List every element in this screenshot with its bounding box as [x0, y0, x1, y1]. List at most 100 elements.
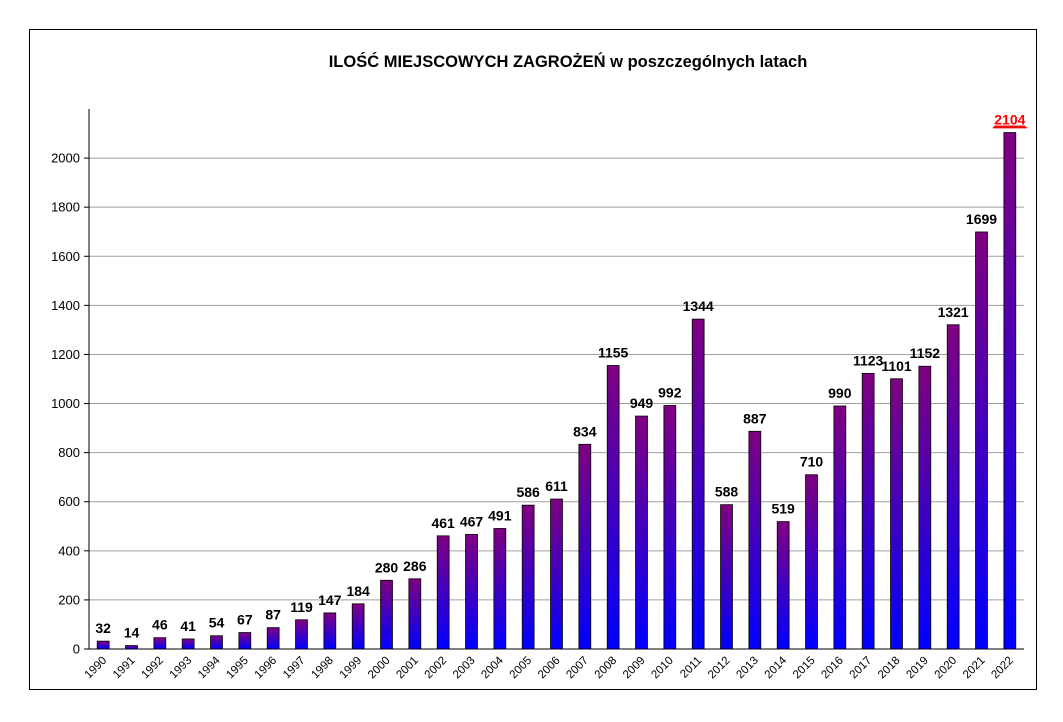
y-tick-label: 1800: [51, 200, 80, 215]
x-tick-label-2021: 2021: [961, 655, 988, 682]
bar-1996: [266, 627, 280, 650]
x-tick-label-2005: 2005: [508, 655, 535, 682]
bar-2021: [975, 231, 988, 650]
bar-1990: [96, 640, 110, 650]
data-label-2021: 1699: [966, 211, 997, 227]
bars: [96, 132, 1017, 650]
x-tick-label-1997: 1997: [281, 655, 308, 682]
data-label-2009: 949: [630, 395, 654, 411]
y-tick-label: 800: [58, 445, 80, 460]
y-tick-label: 400: [58, 543, 80, 558]
data-label-2016: 990: [828, 385, 852, 401]
bar-2000: [380, 579, 393, 650]
bar-2009: [635, 415, 648, 650]
bar-1993: [181, 638, 195, 650]
bar-2006: [550, 498, 563, 650]
x-tick-label-2012: 2012: [706, 655, 733, 682]
data-label-2001: 286: [403, 558, 427, 574]
bar-1997: [295, 619, 308, 650]
y-tick-labels: 0 200 400 600 800 1000 1200 1400 1600 1800 2000: [51, 151, 80, 657]
data-label-2007: 834: [573, 423, 597, 439]
bar-1999: [351, 603, 365, 650]
x-tick-label-1990: 1990: [83, 655, 110, 682]
x-tick-label-2001: 2001: [394, 655, 421, 682]
bar-2014: [776, 521, 790, 650]
x-tick-label-2016: 2016: [819, 655, 846, 682]
x-tick-label-2002: 2002: [423, 655, 450, 682]
bar-2008: [606, 365, 620, 650]
data-label-2003: 467: [460, 513, 484, 529]
x-tick-label-2000: 2000: [366, 655, 393, 682]
chart-frame: ILOŚĆ MIEJSCOWYCH ZAGROŻEŃ w poszczególn…: [29, 29, 1037, 690]
bar-2007: [578, 443, 592, 650]
data-label-1997: 119: [290, 599, 313, 615]
x-tick-label-2015: 2015: [791, 655, 818, 682]
x-tick-label-2017: 2017: [848, 655, 875, 682]
data-label-2002: 461: [431, 515, 455, 531]
bar-2016: [833, 405, 847, 650]
chart-title: ILOŚĆ MIEJSCOWYCH ZAGROŻEŃ w poszczególn…: [329, 52, 808, 71]
bar-2011: [691, 318, 705, 650]
bar-1998: [323, 612, 337, 650]
y-tick-label: 1000: [51, 396, 80, 411]
x-tick-label-2011: 2011: [678, 655, 704, 681]
data-label-2020: 1321: [938, 304, 969, 320]
y-tick-label: 1200: [51, 347, 80, 362]
x-tick-label-1996: 1996: [253, 655, 280, 682]
x-tick-label-2004: 2004: [479, 654, 506, 681]
x-tick-label-2022: 2022: [989, 655, 1016, 682]
y-tick-label: 1400: [51, 298, 80, 313]
data-label-2006: 611: [545, 478, 568, 494]
bar-2010: [663, 405, 677, 650]
x-tick-label-1994: 1994: [196, 654, 223, 681]
data-label-1992: 46: [152, 617, 168, 633]
data-label-2005: 586: [516, 484, 540, 500]
gridlines: [89, 157, 1024, 601]
data-label-2011: 1344: [683, 298, 714, 314]
x-tick-label-2018: 2018: [876, 655, 903, 682]
x-tick-label-1999: 1999: [338, 655, 365, 682]
y-tick-label: 2000: [51, 151, 80, 166]
data-label-1996: 87: [265, 607, 281, 623]
x-tick-label-2019: 2019: [904, 655, 931, 682]
bar-2001: [408, 578, 422, 650]
x-tick-label-2003: 2003: [451, 655, 478, 682]
y-tick-label: 0: [73, 642, 80, 657]
x-tick-label-1993: 1993: [168, 655, 195, 682]
data-label-2017: 1123: [853, 352, 884, 368]
x-tick-label-2020: 2020: [933, 655, 960, 682]
x-tick-label-1992: 1992: [139, 655, 166, 682]
x-tick-label-1995: 1995: [224, 655, 251, 682]
bar-2013: [748, 430, 762, 650]
y-tick-label: 1600: [51, 249, 80, 264]
data-label-2004: 491: [488, 507, 512, 523]
x-tick-label-2013: 2013: [734, 655, 761, 682]
x-tick-label-1998: 1998: [309, 655, 336, 682]
bar-2015: [805, 474, 818, 650]
data-label-2019: 1152: [910, 345, 941, 361]
data-label-1990: 32: [95, 620, 111, 636]
bar-2003: [465, 533, 478, 650]
bar-1994: [210, 635, 223, 650]
data-label-2000: 280: [375, 559, 399, 575]
data-label-1995: 67: [237, 612, 253, 628]
x-tick-label-2008: 2008: [593, 655, 620, 682]
data-label-2013: 887: [743, 410, 767, 426]
data-label-2014: 519: [771, 501, 795, 517]
data-label-1999: 184: [346, 583, 370, 599]
x-tick-label-2007: 2007: [564, 655, 591, 682]
x-tick-label-2006: 2006: [536, 655, 563, 682]
data-label-2010: 992: [658, 385, 682, 401]
y-tick-label: 600: [58, 494, 80, 509]
data-label-1994: 54: [209, 615, 225, 631]
data-label-1993: 41: [180, 618, 196, 634]
x-tick-label-1991: 1991: [111, 655, 138, 682]
bar-2018: [890, 378, 903, 650]
bar-2019: [918, 365, 932, 650]
bar-2005: [521, 504, 535, 650]
data-label-2012: 588: [715, 484, 739, 500]
bar-2002: [436, 535, 450, 650]
data-label-2022: 2104: [994, 112, 1025, 128]
bar-2017: [861, 372, 875, 650]
